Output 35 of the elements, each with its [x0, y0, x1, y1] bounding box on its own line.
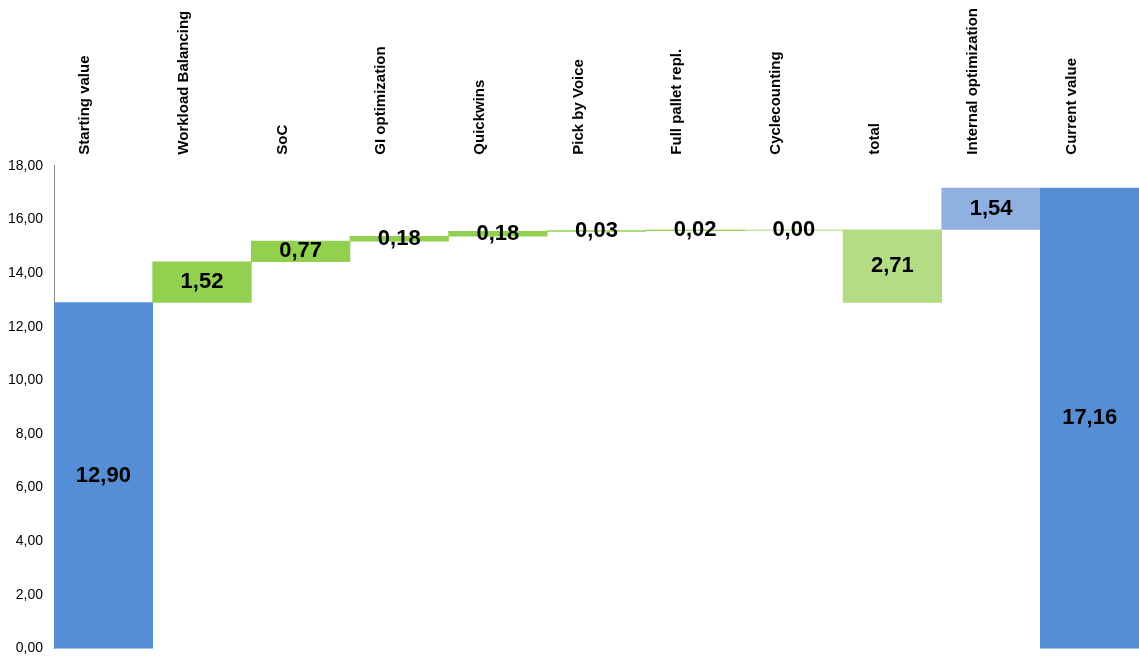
data-label: 17,16 — [1062, 404, 1118, 430]
y-tick-label: 16,00 — [7, 210, 44, 227]
y-tick-label: 12,00 — [7, 317, 44, 334]
x-tick-label: Workload Balancing — [174, 10, 192, 155]
x-tick-label: SoC — [272, 124, 290, 155]
x-tick-label: Cyclecounting — [765, 51, 783, 155]
data-label: 0,18 — [476, 219, 520, 245]
bar — [54, 302, 153, 649]
x-tick-label: Full pallet repl. — [667, 48, 685, 155]
data-label: 1,54 — [969, 194, 1014, 220]
x-tick-label: Current value — [1061, 57, 1079, 155]
data-label: 0,03 — [575, 217, 618, 243]
x-tick-label: Internal optimization — [963, 8, 981, 155]
x-tick-label: total — [864, 123, 882, 155]
y-tick-label: 10,00 — [7, 371, 44, 388]
x-tick-label: Pick by Voice — [568, 59, 586, 155]
bar — [941, 187, 1041, 230]
x-tick-label: GI optimization — [371, 46, 389, 155]
y-tick-label: 14,00 — [7, 263, 44, 280]
y-tick-label: 4,00 — [15, 532, 44, 549]
data-label: 2,71 — [871, 252, 914, 278]
data-label: 12,90 — [75, 461, 131, 487]
y-tick-label: 8,00 — [15, 424, 44, 441]
y-tick-label: 2,00 — [15, 585, 44, 602]
data-label: 1,52 — [180, 268, 224, 294]
bar — [842, 229, 943, 303]
x-tick-label: Quickwins — [470, 79, 488, 155]
y-tick-label: 18,00 — [7, 156, 44, 173]
bar — [1040, 187, 1139, 649]
y-tick-label: 0,00 — [15, 639, 44, 656]
data-label: 0,77 — [279, 237, 323, 263]
data-label: 0,18 — [377, 224, 421, 250]
x-tick-label: Starting value — [75, 55, 93, 155]
y-tick-label: 6,00 — [15, 478, 44, 495]
data-label: 0,00 — [772, 216, 816, 242]
